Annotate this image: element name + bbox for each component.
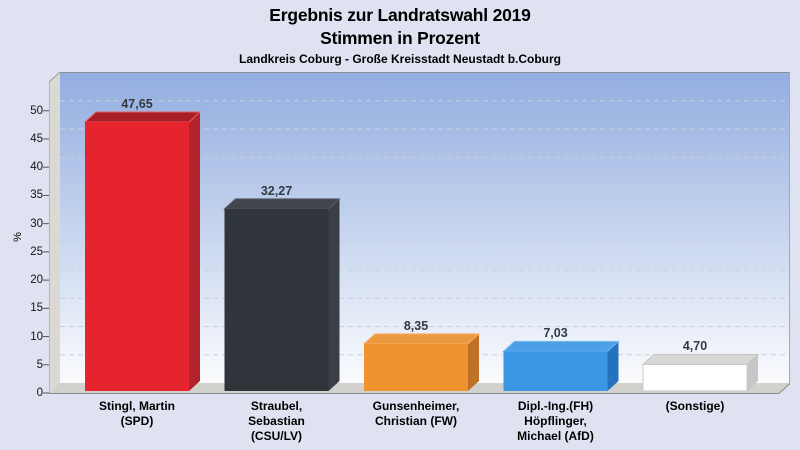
bar-front-face: [364, 343, 468, 391]
chart-title-line1: Ergebnis zur Landratswahl 2019: [269, 5, 531, 25]
bar-afd: [502, 340, 620, 391]
bar-front-face: [85, 122, 189, 391]
ytick-label-45: 45: [30, 132, 43, 145]
bar-sonstige: [641, 353, 760, 392]
bar-top-face: [502, 340, 620, 352]
ytick-label-10: 10: [30, 330, 43, 343]
ytick-label-15: 15: [30, 302, 43, 315]
bar-fw: [362, 333, 481, 391]
ytick-label-30: 30: [30, 217, 43, 230]
bar-side-face: [328, 198, 340, 391]
ytick-label-40: 40: [30, 161, 43, 174]
ytick-label-5: 5: [36, 358, 43, 371]
ytick-label-35: 35: [30, 189, 43, 202]
x-axis-line: [49, 383, 791, 394]
chart-subtitle: Landkreis Coburg - Große Kreisstadt Neus…: [238, 52, 562, 66]
bar-top-face: [362, 333, 481, 345]
bar-side-face: [468, 333, 479, 391]
value-label-fw: 8,35: [403, 318, 429, 333]
bar-top-face: [83, 111, 202, 123]
chart-title-line2: Stimmen in Prozent: [320, 28, 480, 48]
bar-top-face: [641, 353, 760, 365]
ytick-label-25: 25: [30, 245, 43, 258]
category-label-afd: Dipl.-Ing.(FH) Höpflinger, Michael (AfD): [517, 399, 594, 443]
bar-spd: [83, 111, 202, 391]
wall-top-edge: [48, 71, 61, 83]
bar-side-face: [747, 354, 758, 391]
value-label-afd: 7,03: [543, 326, 568, 341]
value-label-sonstige: 4,70: [682, 339, 708, 354]
bar-front-face: [224, 208, 329, 391]
value-label-csu: 32,27: [260, 183, 293, 198]
category-label-csu: Straubel, Sebastian (CSU/LV): [248, 399, 305, 443]
bar-front-face: [503, 351, 608, 391]
category-label-fw: Gunsenheimer, Christian (FW): [372, 399, 460, 428]
bar-csu: [223, 198, 341, 391]
plot-left-wall: [49, 72, 60, 393]
bar-side-face: [607, 341, 619, 391]
ytick-label-20: 20: [30, 274, 43, 287]
category-label-spd: Stingl, Martin (SPD): [99, 399, 175, 428]
bar-side-face: [189, 112, 200, 391]
category-label-sonstige: (Sonstige): [665, 399, 725, 413]
bar-front-face: [642, 363, 748, 392]
ytick-label-50: 50: [30, 104, 43, 117]
bar-top-face: [223, 198, 341, 210]
value-label-spd: 47,65: [121, 97, 153, 112]
ytick-label-0: 0: [36, 387, 43, 399]
